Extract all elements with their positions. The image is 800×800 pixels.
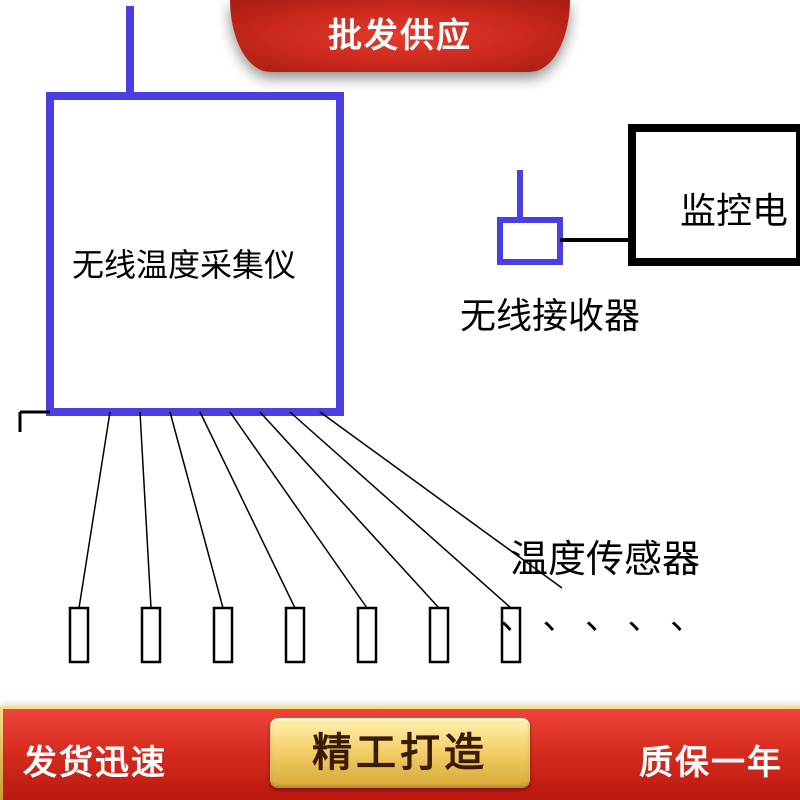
sensor-dots-label: 、 、 、 、 、 <box>500 590 704 639</box>
top-banner: 批发供应 <box>230 0 570 72</box>
diagram-canvas: { "banners": { "top_text": "批发供应", "bott… <box>0 0 800 800</box>
bottom-right-text: 质保一年 <box>639 735 783 784</box>
sensor-rect <box>214 608 232 662</box>
fanout-line <box>200 412 295 608</box>
bottom-left-text: 发货迅速 <box>23 735 167 784</box>
bottom-center-gold: 精工打造 <box>270 718 530 788</box>
fanout-line <box>230 412 367 608</box>
sensor-rect <box>70 608 88 662</box>
sensor-label: 温度传感器 <box>510 528 700 583</box>
fanout-line <box>140 412 151 608</box>
fanout-line <box>260 412 439 608</box>
sensor-rect <box>358 608 376 662</box>
top-banner-text: 批发供应 <box>230 0 570 72</box>
sensor-rect <box>142 608 160 662</box>
sensor-rect <box>430 608 448 662</box>
receiver-box <box>500 220 560 262</box>
sensor-rect <box>286 608 304 662</box>
fanout-line <box>170 412 223 608</box>
receiver-label: 无线接收器 <box>460 287 640 339</box>
monitor-label: 监控电 <box>680 182 788 234</box>
fanout-line <box>79 412 110 608</box>
collector-label: 无线温度采集仪 <box>72 240 296 286</box>
diagram-lines <box>0 0 800 800</box>
fanout-line <box>290 412 511 608</box>
